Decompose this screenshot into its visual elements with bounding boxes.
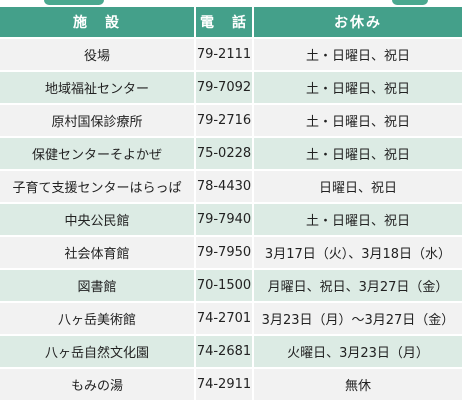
table-row: 八ヶ岳美術館 74-2701 3月23日（月）～3月27日（金） [0,301,462,334]
header-phone: 電 話 [196,7,254,37]
cell-phone: 79-2716 [196,103,254,136]
cell-holiday: 土・日曜日、祝日 [254,136,462,169]
cell-phone: 74-2911 [196,367,254,400]
facility-holiday-table: 施 設 電 話 お休み 役場 79-2111 土・日曜日、祝日 地域福祉センター… [0,7,462,400]
header-holiday: お休み [254,7,462,37]
table-row: 図書館 70-1500 月曜日、祝日、3月27日（金） [0,268,462,301]
cell-phone: 79-2111 [196,37,254,70]
cell-holiday: 3月23日（月）～3月27日（金） [254,301,462,334]
cell-facility: もみの湯 [0,367,196,400]
cell-facility: 社会体育館 [0,235,196,268]
table-row: 八ヶ岳自然文化園 74-2681 火曜日、3月23日（月） [0,334,462,367]
cell-facility: 八ヶ岳自然文化園 [0,334,196,367]
cell-holiday: 日曜日、祝日 [254,169,462,202]
table-row: 原村国保診療所 79-2716 土・日曜日、祝日 [0,103,462,136]
cell-holiday: 土・日曜日、祝日 [254,103,462,136]
cell-holiday: 土・日曜日、祝日 [254,37,462,70]
cell-phone: 74-2681 [196,334,254,367]
cell-holiday: 火曜日、3月23日（月） [254,334,462,367]
top-decoration [0,0,462,5]
cell-phone: 78-4430 [196,169,254,202]
table-row: 地域福祉センター 79-7092 土・日曜日、祝日 [0,70,462,103]
cell-facility: 役場 [0,37,196,70]
table-row: 中央公民館 79-7940 土・日曜日、祝日 [0,202,462,235]
cell-holiday: 土・日曜日、祝日 [254,202,462,235]
cell-phone: 79-7940 [196,202,254,235]
cell-facility: 図書館 [0,268,196,301]
cell-facility: 八ヶ岳美術館 [0,301,196,334]
decorative-arc-right [392,0,428,5]
cell-facility: 原村国保診療所 [0,103,196,136]
cell-facility: 子育て支援センターはらっぱ [0,169,196,202]
table-row: 役場 79-2111 土・日曜日、祝日 [0,37,462,70]
table-row: 子育て支援センターはらっぱ 78-4430 日曜日、祝日 [0,169,462,202]
cell-holiday: 3月17日（火）、3月18日（水） [254,235,462,268]
cell-holiday: 土・日曜日、祝日 [254,70,462,103]
table-header-row: 施 設 電 話 お休み [0,7,462,37]
cell-phone: 79-7950 [196,235,254,268]
decorative-arc-left [44,0,104,5]
cell-phone: 79-7092 [196,70,254,103]
table-row: もみの湯 74-2911 無休 [0,367,462,400]
cell-facility: 保健センターそよかぜ [0,136,196,169]
cell-holiday: 無休 [254,367,462,400]
cell-facility: 地域福祉センター [0,70,196,103]
cell-holiday: 月曜日、祝日、3月27日（金） [254,268,462,301]
table-row: 社会体育館 79-7950 3月17日（火）、3月18日（水） [0,235,462,268]
cell-facility: 中央公民館 [0,202,196,235]
table-row: 保健センターそよかぜ 75-0228 土・日曜日、祝日 [0,136,462,169]
cell-phone: 70-1500 [196,268,254,301]
cell-phone: 75-0228 [196,136,254,169]
header-facility: 施 設 [0,7,196,37]
cell-phone: 74-2701 [196,301,254,334]
